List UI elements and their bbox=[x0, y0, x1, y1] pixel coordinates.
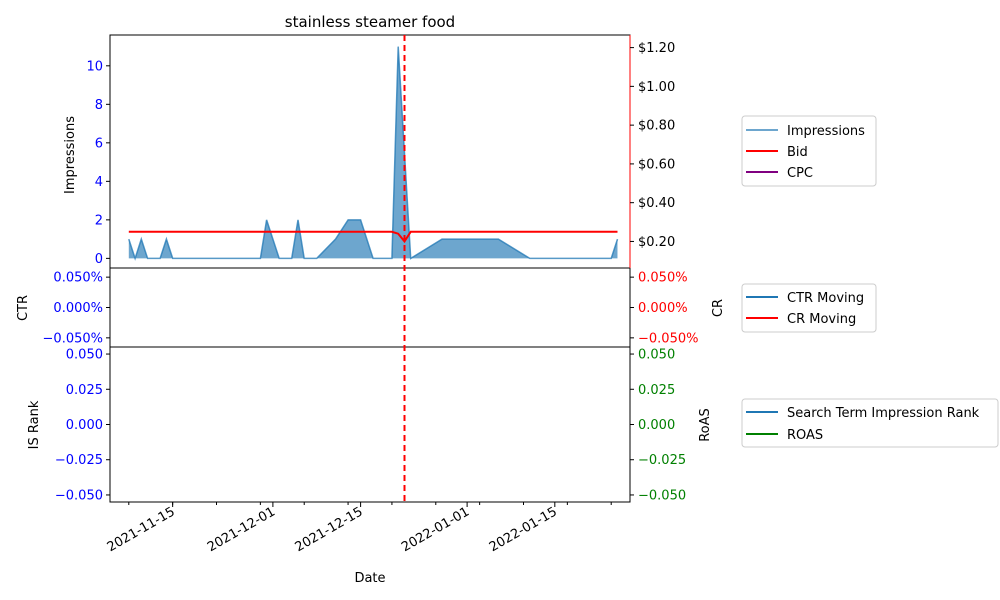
ytick-label: 0.025 bbox=[66, 383, 103, 398]
ytick-label: 0.000 bbox=[638, 418, 675, 433]
ytick-label: −0.025 bbox=[638, 453, 686, 468]
xtick-label: 2021-12-15 bbox=[293, 504, 366, 555]
impressions-area bbox=[128, 46, 618, 259]
bottom-panel-frame bbox=[109, 346, 631, 503]
ytick-label: −0.050% bbox=[638, 331, 698, 346]
legend-middle: CTR Moving CR Moving bbox=[741, 283, 877, 333]
ytick-label: −0.025 bbox=[55, 453, 103, 468]
x-axis-label: Date bbox=[354, 571, 385, 586]
legend-label-bid: Bid bbox=[787, 145, 808, 160]
legend-label-ctr: CTR Moving bbox=[787, 291, 864, 306]
xtick-label: 2021-12-01 bbox=[205, 504, 278, 555]
impressions-series bbox=[128, 46, 619, 261]
legend-label-rank: Search Term Impression Rank bbox=[787, 406, 980, 421]
impressions-line bbox=[128, 46, 619, 261]
ytick-label: 0.000% bbox=[638, 301, 688, 316]
middle-left-ylabel: CTR bbox=[16, 295, 31, 321]
legend-label-cpc: CPC bbox=[787, 166, 813, 181]
ytick-label: 0.025 bbox=[638, 383, 675, 398]
middle-panel-frame bbox=[109, 267, 631, 348]
ytick-label: −0.050 bbox=[55, 488, 103, 503]
ytick-label: $1.20 bbox=[638, 41, 675, 56]
middle-right-ylabel: CR bbox=[711, 299, 726, 317]
legend-label-roas: ROAS bbox=[787, 428, 823, 443]
ytick-label: −0.050 bbox=[638, 488, 686, 503]
bid-series bbox=[128, 230, 618, 244]
bid-line bbox=[128, 230, 618, 244]
ytick-label: 0.050% bbox=[638, 271, 688, 286]
xtick-label: 2022-01-01 bbox=[399, 504, 472, 555]
ytick-label: −0.050% bbox=[43, 331, 103, 346]
legend-label-cr: CR Moving bbox=[787, 312, 856, 327]
ytick-label: 0.050% bbox=[53, 271, 103, 286]
ytick-label: $0.60 bbox=[638, 157, 675, 172]
ytick-label: 0.050 bbox=[638, 348, 675, 363]
bottom-left-ylabel: IS Rank bbox=[27, 400, 42, 449]
ytick-label: 0.000 bbox=[66, 418, 103, 433]
ytick-label: 2 bbox=[95, 213, 103, 228]
bottom-right-ylabel: RoAS bbox=[698, 408, 713, 442]
ytick-label: 0 bbox=[95, 252, 103, 267]
ytick-label: 8 bbox=[95, 98, 103, 113]
chart-title: stainless steamer food bbox=[285, 13, 455, 31]
xtick-label: 2022-01-15 bbox=[487, 504, 560, 555]
xtick-label: 2021-11-15 bbox=[105, 504, 178, 555]
ytick-label: $0.20 bbox=[638, 235, 675, 250]
axis-ticks: 0 2 4 6 8 10 $0.20 $0.40 $0.60 $0.80 $1.00 $1.20 0.0… bbox=[43, 41, 699, 555]
ytick-label: 6 bbox=[95, 136, 103, 151]
ytick-label: $1.00 bbox=[638, 80, 675, 95]
ytick-label: $0.80 bbox=[638, 119, 675, 134]
ytick-label: 4 bbox=[95, 175, 103, 190]
legend-top: Impressions Bid CPC bbox=[741, 115, 877, 187]
ytick-label: 0.000% bbox=[53, 301, 103, 316]
ytick-label: 10 bbox=[86, 59, 103, 74]
legend-label-impressions: Impressions bbox=[787, 124, 865, 139]
top-left-ylabel: Impressions bbox=[63, 116, 78, 194]
ytick-label: $0.40 bbox=[638, 196, 675, 211]
ytick-label: 0.050 bbox=[66, 348, 103, 363]
top-panel-frame bbox=[109, 34, 631, 269]
legend-bottom: Search Term Impression Rank ROAS bbox=[741, 398, 999, 448]
